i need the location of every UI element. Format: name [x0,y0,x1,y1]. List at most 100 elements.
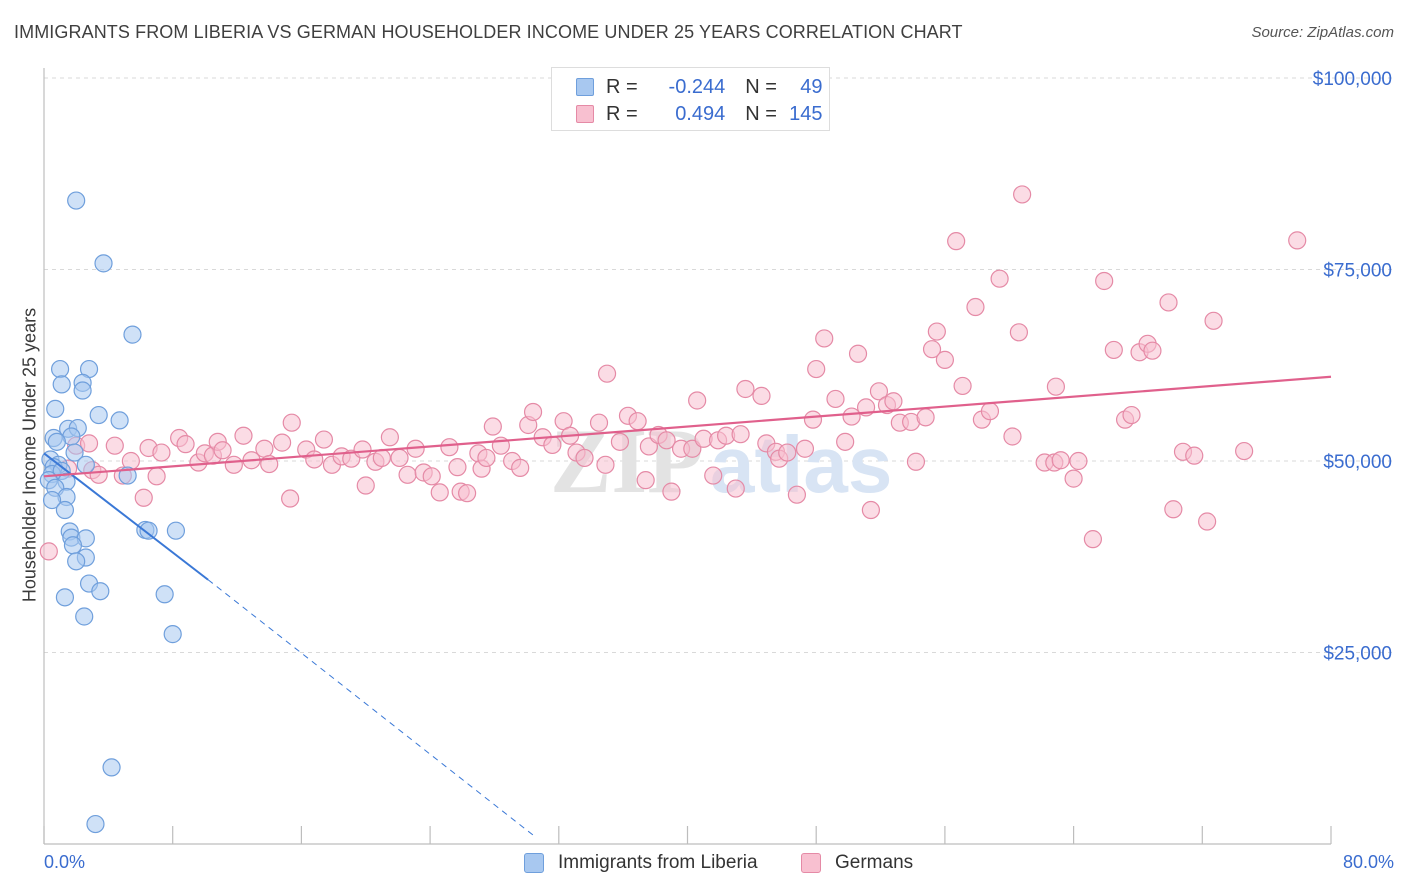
data-point [281,489,300,508]
legend-r-value: -0.244 [668,75,726,98]
data-point [826,389,845,409]
data-point [440,438,459,457]
data-point [314,430,334,449]
data-point [67,552,86,571]
data-point [272,433,292,452]
data-point [953,376,972,396]
legend-r-label: R = [606,75,644,98]
data-point [1095,271,1114,291]
x-tick-label-min: 0.0% [44,852,86,872]
trendline-germans [43,375,1332,478]
data-point [861,500,880,520]
data-point [778,443,797,462]
data-point [46,399,65,419]
data-point [1051,451,1070,470]
data-point [67,191,86,210]
data-point [589,413,609,432]
series-liberia [39,191,186,834]
data-point [372,448,391,468]
data-point [118,466,137,485]
data-point [134,488,153,507]
data-point [657,431,676,450]
data-point [102,758,121,777]
data-point [736,379,755,399]
data-point [234,426,253,445]
data-point [1013,185,1032,204]
data-point [980,402,1000,421]
data-point [1204,311,1223,330]
data-point [704,466,723,485]
data-point [430,483,449,502]
trendline-liberia-extension [207,579,535,837]
chart-title: IMMIGRANTS FROM LIBERIA VS GERMAN HOUSEH… [14,22,963,42]
data-point [224,455,243,474]
data-point [63,536,83,555]
series-legend-germans: Germans [801,852,913,874]
data-point [1235,441,1254,461]
data-point [511,458,530,477]
data-point [662,482,681,501]
data-point [610,432,630,451]
data-point [353,440,372,459]
data-point [255,439,274,458]
data-point [916,408,935,427]
data-point [398,465,417,484]
data-point [91,582,110,601]
data-point [1009,323,1029,342]
data-point [807,359,826,379]
data-point [906,452,926,471]
data-point [73,381,92,400]
data-point [1069,451,1088,471]
data-point [927,322,946,341]
legend-n-value: 145 [789,102,823,125]
data-point [458,484,477,503]
data-point [1064,469,1083,488]
data-point [922,340,942,359]
data-point [1143,341,1162,360]
data-point [123,325,142,344]
data-point [1288,231,1307,250]
data-point [139,521,158,540]
data-point [1122,405,1141,425]
legend-n-value: 49 [800,75,823,98]
data-point [1083,530,1103,549]
legend-n-label: N = [745,102,783,125]
data-point [176,435,195,454]
data-point [848,344,868,363]
y-tick-label: $100,000 [1313,69,1392,90]
data-point [597,364,617,383]
y-tick-labels: $25,000 $50,000 $75,000 $100,000 [1313,69,1392,665]
data-point [1003,427,1022,446]
x-tick-label-max: 80.0% [1342,852,1394,872]
data-point [1185,446,1204,465]
data-point [596,455,615,474]
data-point [543,435,562,455]
data-point [55,588,75,607]
data-point [105,436,124,455]
data-point [1046,377,1066,396]
data-point [836,432,855,451]
y-tick-label: $75,000 [1323,261,1392,282]
data-point [55,500,75,520]
data-point [110,411,129,430]
series-germans [39,185,1307,561]
y-tick-label: $25,000 [1323,644,1392,665]
data-point [483,417,502,436]
data-point [869,382,889,401]
data-point [1159,293,1178,312]
data-point [726,479,745,498]
data-point [39,542,58,561]
data-point [688,391,707,410]
y-tick-label: $50,000 [1323,452,1392,473]
source-label: Source: ZipAtlas.com [1251,24,1394,41]
data-point [448,458,467,477]
data-point [422,467,441,486]
data-point [79,434,99,453]
series-legend: Immigrants from Liberia Germans [0,852,1406,876]
legend-r-label: R = [606,102,644,125]
data-point [47,432,66,451]
legend-swatch-germans [576,105,594,123]
data-point [356,476,375,495]
legend-row-liberia: R = -0.244 N = 49 [576,75,823,99]
